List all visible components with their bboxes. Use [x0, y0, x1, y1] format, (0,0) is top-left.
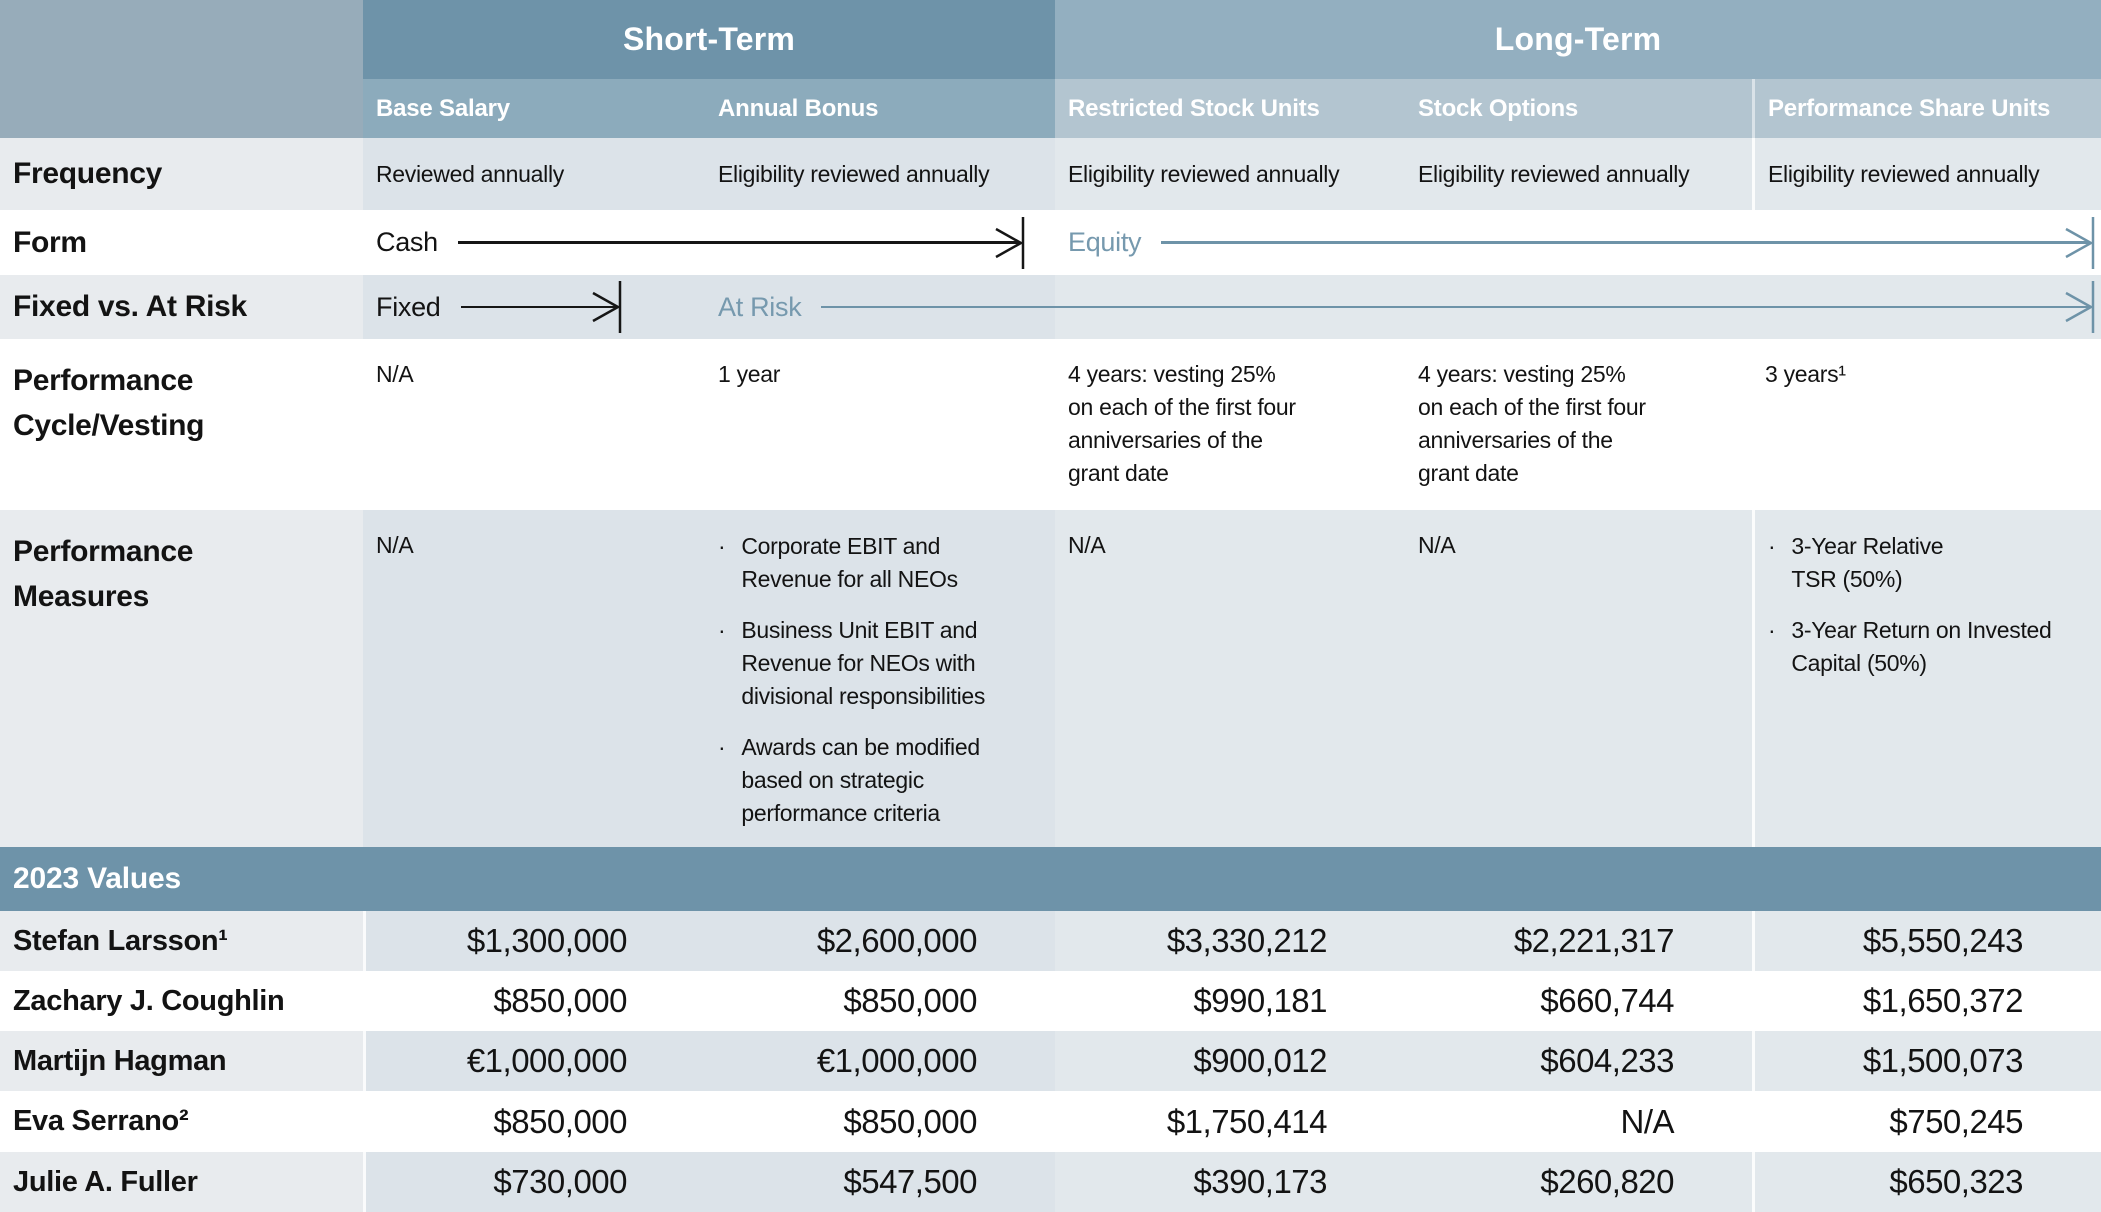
bullet-item: ·Corporate EBIT and Revenue for all NEOs	[718, 530, 985, 596]
cell-cycle-psu: 3 years¹	[1752, 339, 2101, 510]
bullet-dot: ·	[1768, 530, 1775, 596]
arrow-head-icon	[2062, 217, 2095, 269]
group-header-short-term: Short-Term	[363, 0, 1055, 79]
column-header-performance-share-units: Performance Share Units	[1752, 79, 2101, 138]
column-header-restricted-stock-units: Restricted Stock Units	[1055, 79, 1405, 138]
cell-cycle-annual-bonus: 1 year	[705, 339, 1055, 510]
bullet-item: ·Business Unit EBIT and Revenue for NEOs…	[718, 614, 985, 713]
equity-label: Equity	[1068, 227, 1141, 258]
cell-at-risk: At Risk	[705, 275, 2101, 339]
column-header-stock-options: Stock Options	[1405, 79, 1752, 138]
cell-cycle-base-salary: N/A	[363, 339, 705, 510]
cell-cycle-stock-options: 4 years: vesting 25% on each of the firs…	[1418, 358, 1646, 490]
cell-measures-annual-bonus: ·Corporate EBIT and Revenue for all NEOs…	[705, 510, 1055, 847]
cell-larsson-rsu: $3,330,212	[1055, 911, 1405, 971]
cell-hagman-rsu: $900,012	[1055, 1031, 1405, 1091]
cell-coughlin-psu: $1,650,372	[1752, 971, 2101, 1031]
column-header-annual-bonus: Annual Bonus	[705, 79, 1055, 138]
cell-fuller-rsu: $390,173	[1055, 1152, 1405, 1212]
cell-frequency-base-salary: Reviewed annually	[363, 138, 705, 210]
row-label-fixed-vs-at-risk: Fixed vs. At Risk	[0, 275, 363, 339]
cell-fuller-annual-bonus: $547,500	[705, 1152, 1055, 1212]
cell-hagman-annual-bonus: €1,000,000	[705, 1031, 1055, 1091]
cell-frequency-rsu: Eligibility reviewed annually	[1055, 138, 1405, 210]
equity-arrow	[1161, 217, 2095, 269]
row-label-frequency: Frequency	[0, 138, 363, 210]
cell-serrano-base-salary: $850,000	[363, 1091, 705, 1152]
row-label-form: Form	[0, 210, 363, 275]
bullet-dot: ·	[718, 530, 725, 596]
row-label-zachary-coughlin: Zachary J. Coughlin	[0, 971, 363, 1031]
cash-arrow	[458, 217, 1025, 269]
cell-frequency-annual-bonus: Eligibility reviewed annually	[705, 138, 1055, 210]
cell-measures-base-salary: N/A	[363, 510, 705, 847]
cell-measures-stock-options: N/A	[1405, 510, 1752, 847]
compensation-program-table: Short-Term Long-Term Base Salary Annual …	[0, 0, 2101, 1212]
row-label-eva-serrano: Eva Serrano²	[0, 1091, 363, 1152]
cell-measures-rsu: N/A	[1055, 510, 1405, 847]
bullet-dot: ·	[718, 614, 725, 713]
cell-serrano-annual-bonus: $850,000	[705, 1091, 1055, 1152]
cell-larsson-annual-bonus: $2,600,000	[705, 911, 1055, 971]
cell-serrano-stock-options: N/A	[1405, 1091, 1752, 1152]
cell-fuller-base-salary: $730,000	[363, 1152, 705, 1212]
row-label-performance-cycle-vesting: Performance Cycle/Vesting	[0, 339, 363, 510]
cell-form-equity: Equity	[1055, 210, 2101, 275]
bullet-dot: ·	[1768, 614, 1775, 680]
row-label-martijn-hagman: Martijn Hagman	[0, 1031, 363, 1091]
cell-larsson-psu: $5,550,243	[1752, 911, 2101, 971]
cell-larsson-stock-options: $2,221,317	[1405, 911, 1752, 971]
cell-frequency-psu: Eligibility reviewed annually	[1752, 138, 2101, 210]
bullet-item: ·3-Year Return on Invested Capital (50%)	[1768, 614, 2052, 680]
column-header-base-salary: Base Salary	[363, 79, 705, 138]
corner-cell	[0, 0, 363, 138]
fixed-label: Fixed	[376, 292, 441, 323]
cell-hagman-psu: $1,500,073	[1752, 1031, 2101, 1091]
cell-cycle-rsu: 4 years: vesting 25% on each of the firs…	[1068, 358, 1296, 490]
cell-measures-psu: ·3-Year Relative TSR (50%) ·3-Year Retur…	[1752, 510, 2101, 847]
fixed-arrow	[461, 281, 622, 333]
cell-hagman-base-salary: €1,000,000	[363, 1031, 705, 1091]
group-header-long-term: Long-Term	[1055, 0, 2101, 79]
arrow-head-icon	[992, 217, 1025, 269]
arrow-head-icon	[2062, 281, 2095, 333]
bullet-item: ·Awards can be modified based on strateg…	[718, 731, 985, 830]
cell-frequency-stock-options: Eligibility reviewed annually	[1405, 138, 1752, 210]
group-header-long-term-label: Long-Term	[1495, 21, 1662, 58]
cell-coughlin-base-salary: $850,000	[363, 971, 705, 1031]
at-risk-arrow	[821, 281, 2095, 333]
cash-label: Cash	[376, 227, 438, 258]
section-header-2023-values: 2023 Values	[0, 847, 2101, 911]
cell-serrano-psu: $750,245	[1752, 1091, 2101, 1152]
bullet-item: ·3-Year Relative TSR (50%)	[1768, 530, 2052, 596]
cell-coughlin-stock-options: $660,744	[1405, 971, 1752, 1031]
cell-form-cash: Cash	[363, 210, 1055, 275]
cell-fuller-stock-options: $260,820	[1405, 1152, 1752, 1212]
cell-fixed: Fixed	[363, 275, 705, 339]
cell-serrano-rsu: $1,750,414	[1055, 1091, 1405, 1152]
row-label-julie-fuller: Julie A. Fuller	[0, 1152, 363, 1212]
cell-hagman-stock-options: $604,233	[1405, 1031, 1752, 1091]
cell-larsson-base-salary: $1,300,000	[363, 911, 705, 971]
cell-coughlin-annual-bonus: $850,000	[705, 971, 1055, 1031]
cell-coughlin-rsu: $990,181	[1055, 971, 1405, 1031]
row-label-performance-measures: Performance Measures	[0, 510, 363, 847]
at-risk-label: At Risk	[718, 292, 801, 323]
group-header-short-term-label: Short-Term	[623, 21, 795, 58]
cell-fuller-psu: $650,323	[1752, 1152, 2101, 1212]
bullet-dot: ·	[718, 731, 725, 830]
row-label-stefan-larsson: Stefan Larsson¹	[0, 911, 363, 971]
arrow-head-icon	[589, 281, 622, 333]
